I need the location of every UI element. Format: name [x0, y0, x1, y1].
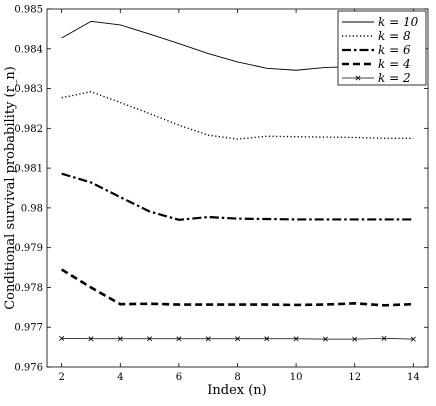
- y-tick-label: 0.984: [14, 44, 43, 55]
- y-tick-label: 0.983: [14, 84, 43, 95]
- x-marker: [117, 336, 123, 342]
- legend: k = 10k = 8k = 6k = 4k = 2: [337, 10, 427, 86]
- y-tick-label: 0.985: [14, 5, 43, 16]
- y-tick-label: 0.977: [14, 323, 43, 334]
- legend-label-2: k = 6: [378, 43, 411, 57]
- x-marker: [322, 336, 328, 342]
- y-tick-label: 0.976: [14, 363, 43, 374]
- legend-label-3: k = 4: [378, 57, 411, 71]
- y-tick-label: 0.982: [14, 124, 43, 135]
- legend-label-0: k = 10: [378, 15, 419, 29]
- y-axis: 0.976 0.977 0.978 0.979 0.98 0.981 0.982 0.983 0…: [14, 5, 428, 374]
- x-tick-label: 4: [117, 372, 123, 383]
- x-tick-label: 12: [348, 372, 361, 383]
- x-tick-label: 8: [234, 372, 240, 383]
- y-tick-label: 0.98: [21, 203, 43, 214]
- series-line-1: [61, 91, 414, 140]
- x-marker: [355, 75, 361, 81]
- y-axis-title: Conditional survival probability (r_n): [3, 66, 18, 310]
- x-marker: [59, 335, 65, 341]
- legend-label-4: k = 2: [378, 71, 411, 85]
- y-tick-label: 0.981: [14, 164, 43, 175]
- x-marker: [235, 336, 240, 342]
- x-marker: [176, 336, 182, 342]
- x-axis: 2 4 6 8 10 12 14: [58, 9, 420, 383]
- x-marker: [88, 336, 94, 342]
- x-axis-title: Index (n): [207, 383, 267, 398]
- x-tick-label: 6: [176, 372, 182, 383]
- x-marker: [293, 336, 299, 342]
- x-marker: [205, 336, 211, 342]
- series-line-3: [60, 268, 414, 307]
- x-tick-label: 2: [58, 372, 64, 383]
- y-tick-label: 0.978: [14, 283, 43, 294]
- legend-label-1: k = 8: [378, 29, 411, 43]
- y-tick-label: 0.979: [14, 243, 43, 254]
- x-marker: [147, 336, 153, 342]
- x-marker: [264, 336, 270, 342]
- x-marker: [381, 335, 387, 341]
- x-tick-label: 14: [407, 372, 420, 383]
- x-marker: [352, 336, 358, 342]
- x-tick-label: 10: [290, 372, 303, 383]
- x-marker: [410, 336, 416, 342]
- legend-box: [337, 10, 427, 86]
- series-line-2: [61, 172, 414, 221]
